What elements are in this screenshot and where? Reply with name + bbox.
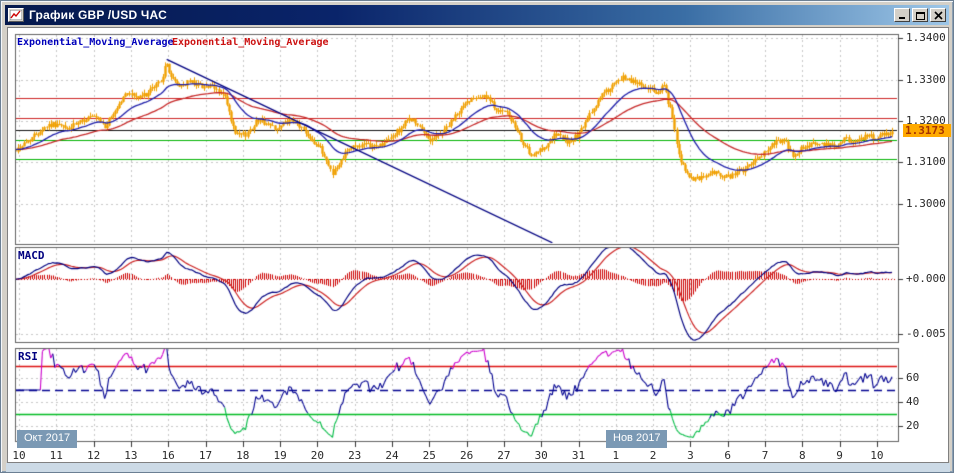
- date-axis-label: 11: [49, 449, 63, 462]
- macd-panel-label: MACD: [18, 249, 45, 262]
- macd-axis-label: +0.000: [906, 271, 946, 285]
- price-axis-label: 1.3100: [906, 155, 946, 169]
- date-axis-label: 2: [649, 449, 657, 462]
- date-axis-label: 26: [459, 449, 474, 462]
- date-axis-label: 19: [273, 449, 287, 462]
- current-price-tag: 1.3173: [903, 124, 951, 137]
- date-axis-label: 3: [687, 449, 694, 462]
- date-axis-label: 12: [86, 449, 101, 462]
- price-axis-label: 1.3300: [906, 72, 946, 86]
- rsi-axis-label: 40: [906, 395, 920, 408]
- price-axis-label: 1.3200: [906, 113, 946, 127]
- date-axis-label: 9: [836, 449, 843, 462]
- date-axis-label: 18: [236, 449, 250, 462]
- date-axis-label: 16: [161, 449, 175, 462]
- date-axis-label: 30: [534, 449, 548, 462]
- date-axis-label: 25: [422, 449, 436, 462]
- price-axis-label: 1.3400: [906, 31, 946, 45]
- price-axis-label: 1.3000: [906, 196, 946, 210]
- date-axis-label: 6: [724, 449, 731, 462]
- date-axis-label: 10: [12, 449, 26, 462]
- rsi-panel-label: RSI: [18, 350, 38, 363]
- date-axis-label: 13: [124, 449, 138, 462]
- date-axis-label: 31: [571, 449, 586, 462]
- date-axis-label: 17: [198, 449, 213, 462]
- rsi-axis-label: 60: [906, 371, 920, 384]
- date-axis-label: 1: [612, 449, 620, 462]
- date-axis-label: 10: [870, 449, 884, 462]
- rsi-axis-label: 20: [906, 419, 920, 432]
- date-axis-label: 27: [497, 449, 511, 462]
- date-axis-label: 8: [798, 449, 806, 462]
- date-axis-label: 20: [310, 449, 325, 462]
- ema-fast-label: Exponential_Moving_Average: [17, 37, 174, 48]
- month-label-nov: Нов 2017: [606, 430, 668, 448]
- macd-axis-label: -0.005: [906, 326, 946, 340]
- date-axis-label: 24: [385, 449, 399, 462]
- ema-slow-label: Exponential_Moving_Average: [172, 37, 329, 48]
- date-axis-label: 7: [761, 449, 769, 462]
- date-axis-label: 23: [348, 449, 362, 462]
- month-label-oct: Окт 2017: [17, 430, 78, 448]
